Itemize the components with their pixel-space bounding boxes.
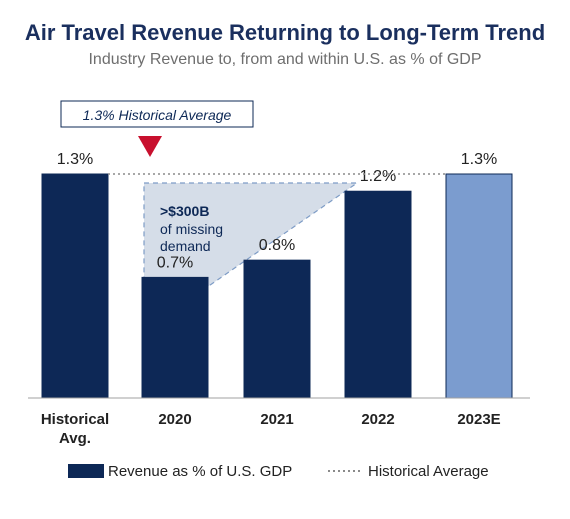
bar-historical-avg [41, 173, 109, 399]
bar-2023e [445, 173, 513, 399]
category-label-historical-avg: Historical Avg. [41, 411, 109, 447]
legend-label-revenue: Revenue as % of U.S. GDP [108, 463, 292, 480]
annotation-text-line: of missing [160, 221, 223, 237]
category-label-2020: 2020 [158, 411, 191, 428]
chart-title: Air Travel Revenue Returning to Long-Ter… [25, 20, 545, 45]
bars-layer [28, 173, 530, 399]
bar-2022 [344, 190, 412, 399]
legend-label-historical-average: Historical Average [368, 463, 489, 480]
value-label-2021: 0.8% [259, 237, 295, 254]
labels-layer: 1.3% Historical Avg. 0.7% 2020 0.8% 2021 1.2% 20… [41, 151, 501, 447]
category-label-2021: 2021 [260, 411, 293, 428]
value-label-historical-avg: 1.3% [57, 151, 93, 168]
legend: Revenue as % of U.S. GDP Historical Avera… [68, 463, 489, 480]
historical-average-label: 1.3% Historical Average [83, 107, 232, 123]
annotation-amount: >$300B [160, 203, 209, 219]
red-marker-triangle [138, 136, 162, 157]
historical-average-label-box [60, 100, 254, 128]
value-label-2020: 0.7% [157, 254, 193, 271]
bar-2021 [243, 259, 311, 399]
value-label-2022: 1.2% [360, 168, 396, 185]
bar-2020 [141, 276, 209, 399]
annotation-text-line: demand [160, 238, 211, 254]
value-label-2023e: 1.3% [461, 151, 497, 168]
category-label-2023e: 2023E [457, 411, 500, 428]
reference-layer: 1.3% Historical Average [60, 100, 446, 175]
category-label-2022: 2022 [361, 411, 394, 428]
legend-swatch-revenue [68, 464, 104, 478]
chart-subtitle: Industry Revenue to, from and within U.S… [88, 51, 481, 68]
